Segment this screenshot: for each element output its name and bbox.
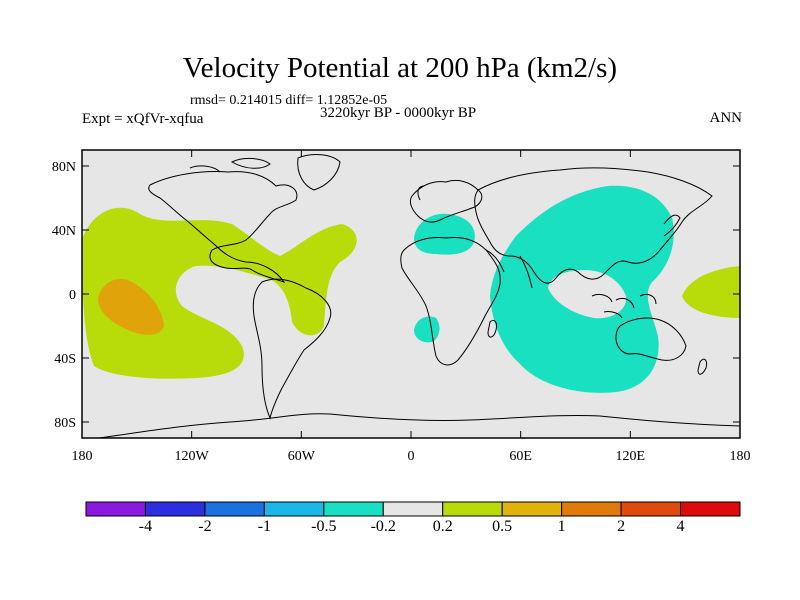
coast-maritime-continent <box>591 293 657 319</box>
positive-field-maximum <box>98 278 164 335</box>
colorbar-swatch <box>501 501 563 517</box>
colorbar-swatch <box>263 501 325 517</box>
coast-asia <box>474 167 713 284</box>
colorbar-label: 4 <box>676 518 685 535</box>
lon-tick-label: 0 <box>408 449 415 464</box>
lat-tick-label: 80S <box>54 416 76 431</box>
coast-japan <box>663 214 681 237</box>
colorbar-label: -0.5 <box>311 518 337 535</box>
negative-field-mediterranean <box>414 213 475 255</box>
negative-field-asia <box>490 185 674 393</box>
coast-greenland <box>297 154 341 191</box>
lat-tick-label: 40N <box>52 224 76 239</box>
lon-tick-label: 120W <box>175 449 210 464</box>
lon-tick-label: 180 <box>72 449 93 464</box>
map-axes: 80N 40N 0 40S 80S 180 120W 60W 0 60E 120E 180 <box>52 150 751 464</box>
stats-label: rmsd= 0.214015 diff= 1.12852e-05 <box>190 93 388 108</box>
lon-tick-label: 60E <box>509 449 532 464</box>
coast-antarctica <box>94 413 740 438</box>
colorbar-swatch <box>680 501 741 517</box>
colorbar-label: -0.2 <box>370 518 396 535</box>
colorbar-swatch <box>382 501 444 517</box>
lat-tick-label: 40S <box>54 352 76 367</box>
lon-tick-label: 60W <box>288 449 316 464</box>
colorbar-swatch <box>204 501 265 517</box>
colorbar-swatch <box>442 501 503 517</box>
colorbar-swatch <box>144 501 206 517</box>
colorbar-label: 0.2 <box>432 518 453 535</box>
coast-south-america <box>252 278 332 420</box>
lon-tick-label: 120E <box>616 449 646 464</box>
lat-tick-label: 80N <box>52 160 76 175</box>
coast-australia <box>615 317 687 361</box>
colorbar-swatch <box>561 501 622 517</box>
coast-arabia-india <box>485 249 533 289</box>
coast-new-zealand <box>697 358 707 375</box>
colorbar-label: -1 <box>257 518 272 535</box>
colorbar-swatch <box>85 501 146 517</box>
colorbar-label: 2 <box>617 518 626 535</box>
coast-africa <box>400 237 501 366</box>
colorbar <box>85 501 741 517</box>
map-title: Velocity Potential at 200 hPa (km2/s) <box>182 52 618 84</box>
coast-north-america <box>148 171 298 283</box>
colorbar-label: 0.5 <box>492 518 513 535</box>
coast-europe <box>409 179 483 223</box>
negative-field-south-atlantic <box>414 316 440 343</box>
experiment-label: Expt = xQfVr-xqfua <box>82 111 204 127</box>
coast-madagascar <box>487 319 497 338</box>
positive-field-west-pacific <box>682 266 740 318</box>
coast-arctic-islands <box>189 157 271 173</box>
period-label: 3220kyr BP - 0000kyr BP <box>320 105 477 121</box>
lat-tick-label: 0 <box>69 288 76 303</box>
lon-tick-label: 180 <box>730 449 751 464</box>
positive-field-pacific <box>82 207 357 379</box>
colorbar-swatch <box>323 501 384 517</box>
coastlines <box>94 154 740 438</box>
season-label: ANN <box>709 110 743 126</box>
colorbar-label: 1 <box>557 518 566 535</box>
colorbar-label: -4 <box>138 518 153 535</box>
contour-fields <box>82 154 740 438</box>
colorbar-swatch <box>620 501 682 517</box>
colorbar-label: -2 <box>198 518 212 535</box>
